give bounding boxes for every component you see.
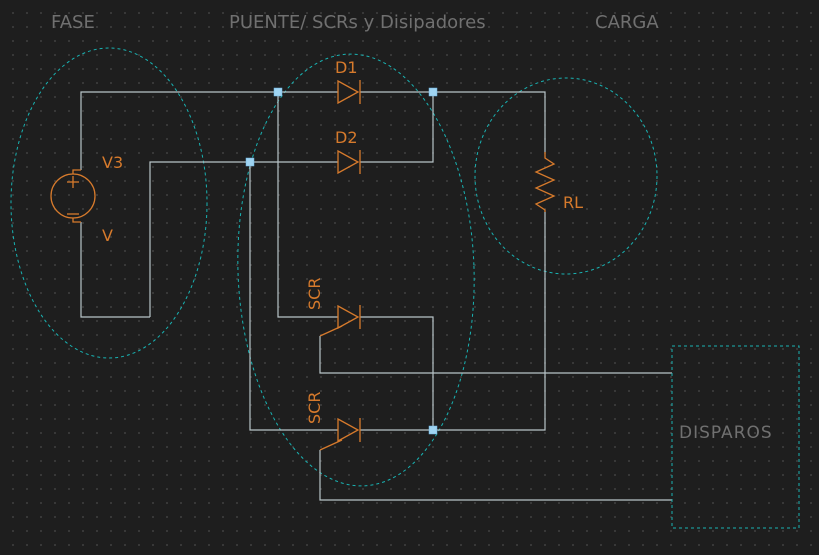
wires bbox=[80, 91, 672, 501]
resistor-rl[interactable] bbox=[534, 152, 556, 212]
disparos-block[interactable]: DISPAROS bbox=[671, 345, 800, 529]
diode-d2-symbol bbox=[337, 149, 360, 175]
scr-bottom-symbol bbox=[337, 417, 360, 443]
scr-bottom[interactable] bbox=[319, 417, 361, 451]
label-d2: D2 bbox=[335, 128, 358, 147]
group-fase-outline bbox=[10, 47, 208, 359]
label-disparos: DISPAROS bbox=[679, 423, 773, 443]
heading-puente: PUENTE/ SCRs y Disipadores bbox=[229, 12, 486, 33]
voltage-source-v3[interactable] bbox=[50, 169, 96, 223]
junction-node bbox=[428, 87, 438, 97]
junction-node bbox=[428, 425, 438, 435]
group-carga-outline bbox=[474, 77, 658, 275]
label-rl: RL bbox=[563, 193, 583, 212]
group-puente-outline bbox=[237, 53, 475, 487]
label-v3-value: V bbox=[102, 226, 113, 245]
wire-source-bottom bbox=[80, 222, 150, 318]
diode-d1-symbol bbox=[337, 79, 360, 105]
wire-gate-scr-top bbox=[319, 336, 672, 374]
scr-top-symbol bbox=[337, 304, 360, 330]
wire-source-top bbox=[80, 91, 338, 170]
wire-node1-to-scr-top bbox=[277, 92, 338, 318]
junction-node bbox=[273, 87, 283, 97]
junction-node bbox=[245, 157, 255, 167]
scr-bottom-gate bbox=[319, 439, 343, 451]
disparos-outline bbox=[671, 345, 800, 529]
diode-d2[interactable] bbox=[337, 149, 361, 175]
label-d1: D1 bbox=[335, 58, 358, 77]
diode-d1[interactable] bbox=[337, 79, 361, 105]
wire-gate-scr-bottom bbox=[319, 450, 672, 501]
wire-source-second bbox=[149, 161, 338, 317]
heading-fase: FASE bbox=[51, 12, 95, 33]
heading-carga: CARGA bbox=[595, 12, 659, 33]
wire-node2-to-scr-bottom bbox=[249, 162, 338, 431]
wire-return-to-load bbox=[360, 212, 546, 431]
label-v3: V3 bbox=[102, 153, 123, 172]
label-scr-top: SCR bbox=[305, 278, 324, 310]
wire-top-to-load bbox=[360, 91, 546, 152]
scr-top-gate bbox=[319, 325, 343, 337]
wire-d2-to-cathode bbox=[360, 92, 434, 163]
label-scr-bottom: SCR bbox=[305, 392, 324, 424]
scr-top[interactable] bbox=[319, 304, 361, 337]
resistor-rl-symbol bbox=[534, 152, 556, 212]
wire-scr-top-to-node bbox=[360, 316, 434, 430]
